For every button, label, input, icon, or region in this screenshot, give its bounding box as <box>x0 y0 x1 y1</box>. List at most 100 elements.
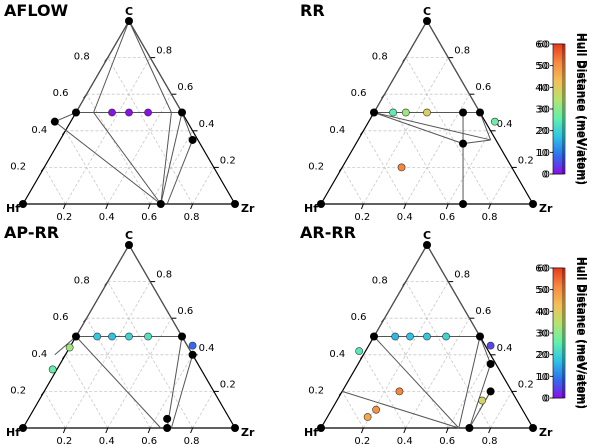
stable-phase-point <box>317 200 325 208</box>
tick-label-left: 0.6 <box>351 312 367 323</box>
grid-line <box>363 57 449 205</box>
candidate-point <box>442 332 450 341</box>
tick-label-bottom: 0.6 <box>141 212 157 223</box>
colorbar-gradient <box>552 43 564 175</box>
tick-label-left: 0.8 <box>372 276 388 287</box>
hull-edge <box>75 336 162 429</box>
stable-phase-point <box>486 359 495 368</box>
tick-label-left: 0.2 <box>308 161 324 172</box>
colorbar-tick-label: 10 <box>537 372 550 383</box>
tick-labels: 0.2 0.4 0.6 0.8 0.2 0.4 0.6 0.8 0.2 0.4 0.6 0.8 <box>10 46 236 223</box>
tick-mark <box>62 427 66 434</box>
tick-label-right: 0.2 <box>518 155 534 166</box>
colorbar-tick-label: 20 <box>535 350 548 361</box>
colorbar-gradient <box>552 267 564 399</box>
tick-label-right: 0.4 <box>199 343 215 354</box>
hull-edge <box>128 20 172 113</box>
colorbar-tick-label: 60 <box>537 40 550 51</box>
stable-phase-point <box>163 414 172 423</box>
tick-mark <box>105 203 109 210</box>
tick-label-left: 0.4 <box>329 125 345 136</box>
tick-mark <box>105 427 109 434</box>
candidate-point <box>144 332 152 341</box>
tick-label-bottom: 0.6 <box>439 436 455 447</box>
stable-phase-point <box>459 108 468 117</box>
hull-edge <box>160 112 183 205</box>
tick-mark <box>190 203 194 210</box>
tick-label-right: 0.4 <box>497 343 513 354</box>
panel-title: AFLOW <box>4 1 69 20</box>
colorbar-tick-label: 10 <box>535 372 548 383</box>
tick-mark <box>359 130 364 136</box>
vertex-label-right: Zr <box>241 426 255 439</box>
stable-phases <box>317 241 537 432</box>
tick-mark <box>445 203 449 210</box>
colorbar-tick-label: 40 <box>535 307 548 318</box>
panel-ap-rr: AP-RR0.20.40.60.80.20.40.60.80.2 0.4 0.6 0.… <box>4 223 588 447</box>
tick-label-bottom: 0.6 <box>439 212 455 223</box>
vertex-label-top: C <box>125 5 133 18</box>
colorbar-label: Hull Distance (meV/atom) <box>574 33 586 185</box>
grid-line <box>43 391 66 429</box>
colorbar-tick-label: 30 <box>537 329 550 340</box>
colorbar: 0 10 20 30 40 50 60 Hull Distance (meV/atom) <box>535 257 586 409</box>
hull-edge <box>75 20 130 113</box>
colorbar-tick-label: 20 <box>535 126 548 137</box>
candidate-points <box>389 108 499 172</box>
grid-line <box>405 281 491 429</box>
tick-label-right: 0.2 <box>220 155 236 166</box>
colorbar-label: Hull Distance (meV/atom) <box>576 33 588 185</box>
stable-phase-point <box>486 387 495 396</box>
hull-edge <box>479 336 492 365</box>
grid-line <box>65 57 151 205</box>
candidate-point <box>355 347 364 356</box>
grid-line <box>490 167 513 205</box>
hull-edge <box>342 390 459 429</box>
tick-label-bottom: 0.8 <box>184 436 200 447</box>
hull-edge <box>128 244 183 337</box>
tick-label-left: 0.6 <box>351 88 367 99</box>
grid-line <box>405 317 470 429</box>
colorbar-tick-label: 50 <box>537 61 550 72</box>
grid-line <box>65 354 109 429</box>
stable-phase-point <box>465 424 474 432</box>
colorbar-tick-label: 40 <box>535 83 548 94</box>
colorbar-tick-label: 50 <box>537 285 550 296</box>
hull-edge <box>426 244 481 337</box>
hull-edge <box>93 20 130 113</box>
colorbar-tick-label: 30 <box>537 105 550 116</box>
stable-phase-point <box>72 108 80 117</box>
stable-phase-point <box>19 424 27 432</box>
hull-edge <box>373 112 491 141</box>
stable-phase-point <box>231 424 239 432</box>
tick-label-bottom: 0.4 <box>99 436 115 447</box>
vertex-label-left: Hf <box>304 426 318 439</box>
tick-mark <box>62 203 66 210</box>
stable-phase-point <box>125 17 133 25</box>
candidate-point <box>391 332 400 341</box>
vertex-label-right: Zr <box>539 202 553 215</box>
tick-mark <box>360 427 364 434</box>
colorbar-tick-label: 0 <box>542 170 548 181</box>
grid-line <box>363 281 449 429</box>
hull-edge <box>373 244 428 337</box>
candidate-point <box>372 405 381 414</box>
tick-mark <box>445 427 449 434</box>
candidate-point <box>125 108 133 117</box>
colorbar-tick-label: 20 <box>537 350 550 361</box>
stable-phase-point <box>156 200 165 208</box>
colorbar-tick-label: 20 <box>537 126 550 137</box>
hull-edge <box>54 336 77 356</box>
stable-phase-point <box>178 108 186 117</box>
hull-edge <box>373 336 460 429</box>
tick-label-left: 0.8 <box>74 276 90 287</box>
tick-labels: 0.2 0.4 0.6 0.8 0.2 0.4 0.6 0.8 0.2 0.4 0.6 0.8 <box>10 270 236 447</box>
colorbar-tick-label: 50 <box>535 285 548 296</box>
candidate-point <box>108 108 116 117</box>
stable-phase-point <box>459 139 468 148</box>
tick-mark <box>360 203 364 210</box>
grid-line <box>341 391 364 429</box>
stable-phases <box>317 17 537 208</box>
colorbar-label: Hull Distance (meV/atom) <box>574 257 586 409</box>
candidate-point <box>397 163 406 172</box>
